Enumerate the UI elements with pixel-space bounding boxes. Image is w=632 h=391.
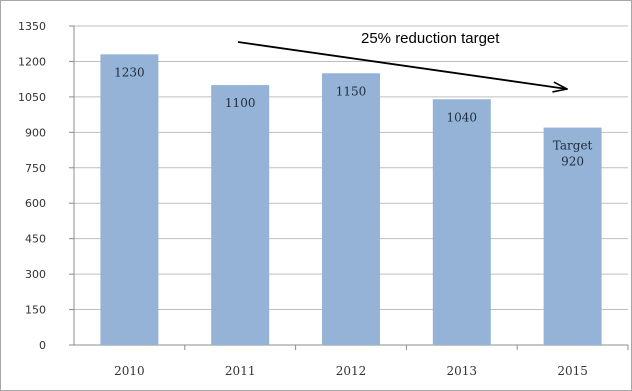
bars bbox=[100, 54, 602, 346]
bar-2015 bbox=[543, 127, 602, 345]
bar-2012 bbox=[322, 73, 380, 345]
y-tick-label: 1200 bbox=[18, 55, 46, 68]
y-tick-label: 1350 bbox=[18, 20, 46, 33]
data-label: 1230 bbox=[114, 65, 145, 79]
x-tick-label: 2012 bbox=[336, 364, 367, 378]
y-tick-label: 300 bbox=[25, 268, 46, 281]
data-labels: 1230 1100 1150 1040 Target 920 bbox=[114, 65, 592, 168]
bar-2010 bbox=[100, 54, 159, 345]
bar-2013 bbox=[432, 99, 491, 345]
axes: 0 150 300 450 600 750 900 1050 1200 1350 2010 2011 2… bbox=[18, 20, 629, 378]
bar-2011 bbox=[211, 85, 270, 346]
annotation: 25% reduction target bbox=[237, 30, 567, 89]
y-tick-label: 1050 bbox=[18, 91, 46, 104]
x-tick-label: 2013 bbox=[447, 364, 478, 378]
y-tick-label: 600 bbox=[25, 197, 46, 210]
x-tick-label: 2011 bbox=[225, 364, 256, 378]
data-label: 920 bbox=[561, 155, 584, 169]
data-label: 1040 bbox=[447, 110, 478, 124]
data-label: Target bbox=[553, 139, 593, 153]
data-label: 1150 bbox=[336, 84, 367, 98]
x-tick-label: 2010 bbox=[114, 364, 145, 378]
x-tick-label: 2015 bbox=[557, 364, 588, 378]
y-tick-label: 900 bbox=[25, 126, 46, 139]
y-tick-label: 750 bbox=[25, 162, 46, 175]
y-tick-label: 450 bbox=[25, 233, 46, 246]
y-tick-label: 150 bbox=[25, 304, 46, 317]
y-tick-label: 0 bbox=[39, 339, 46, 352]
data-label: 1100 bbox=[225, 96, 256, 110]
reduction-arrow bbox=[237, 41, 567, 89]
annotation-text: 25% reduction target bbox=[361, 30, 500, 47]
